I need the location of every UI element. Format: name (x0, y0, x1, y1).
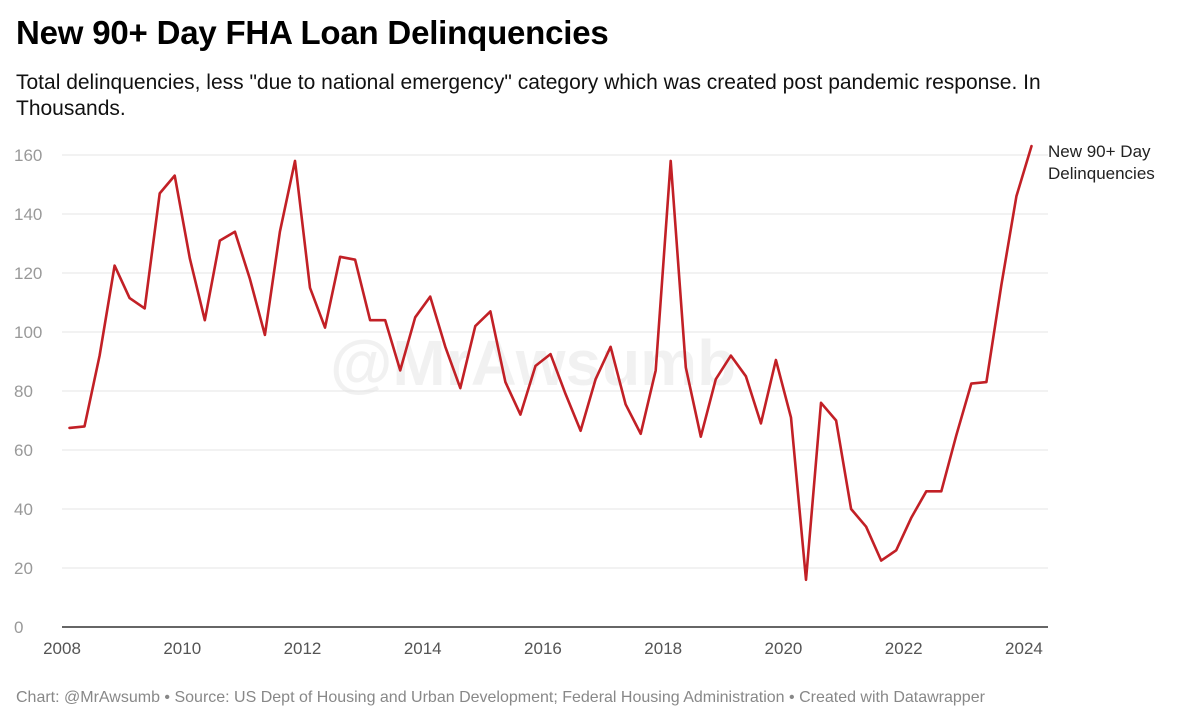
x-tick-label: 2014 (404, 639, 442, 658)
y-tick-labels: 0 20 40 60 80 100 120 140 160 (14, 146, 42, 637)
y-tick-label: 160 (14, 146, 42, 165)
series-label-line: New 90+ Day (1048, 142, 1151, 161)
x-tick-label: 2010 (163, 639, 201, 658)
chart-footer: Chart: @MrAwsumb • Source: US Dept of Ho… (16, 689, 985, 706)
x-tick-label: 2024 (1005, 639, 1043, 658)
x-tick-label: 2020 (765, 639, 803, 658)
series-line-0 (68, 144, 1033, 582)
x-tick-label: 2008 (43, 639, 81, 658)
y-tick-label: 0 (14, 618, 23, 637)
y-tick-label: 80 (14, 382, 33, 401)
y-tick-label: 120 (14, 264, 42, 283)
y-tick-label: 40 (14, 500, 33, 519)
y-tick-label: 60 (14, 441, 33, 460)
y-tick-label: 100 (14, 323, 42, 342)
chart-subtitle: Total delinquencies, less "due to nation… (16, 71, 1041, 120)
x-tick-labels: 2008 2010 2012 2014 2016 2018 2020 2022 2024 (43, 639, 1043, 658)
x-tick-label: 2012 (284, 639, 322, 658)
series-label: New 90+ Day Delinquencies (1048, 142, 1155, 183)
grid-layer (62, 154, 1048, 569)
series-label-line: Delinquencies (1048, 164, 1155, 183)
y-tick-label: 20 (14, 559, 33, 578)
series-layer (68, 144, 1033, 582)
chart-title: New 90+ Day FHA Loan Delinquencies (16, 14, 609, 51)
x-tick-label: 2022 (885, 639, 923, 658)
x-tick-label: 2018 (644, 639, 682, 658)
y-tick-label: 140 (14, 205, 42, 224)
x-tick-label: 2016 (524, 639, 562, 658)
